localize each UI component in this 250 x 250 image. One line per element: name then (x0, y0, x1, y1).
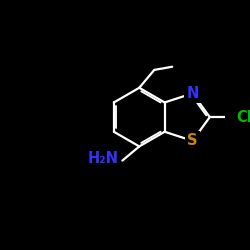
Text: Cl: Cl (236, 110, 250, 124)
Text: S: S (187, 133, 198, 148)
Text: N: N (186, 86, 199, 101)
Text: H₂N: H₂N (88, 151, 119, 166)
